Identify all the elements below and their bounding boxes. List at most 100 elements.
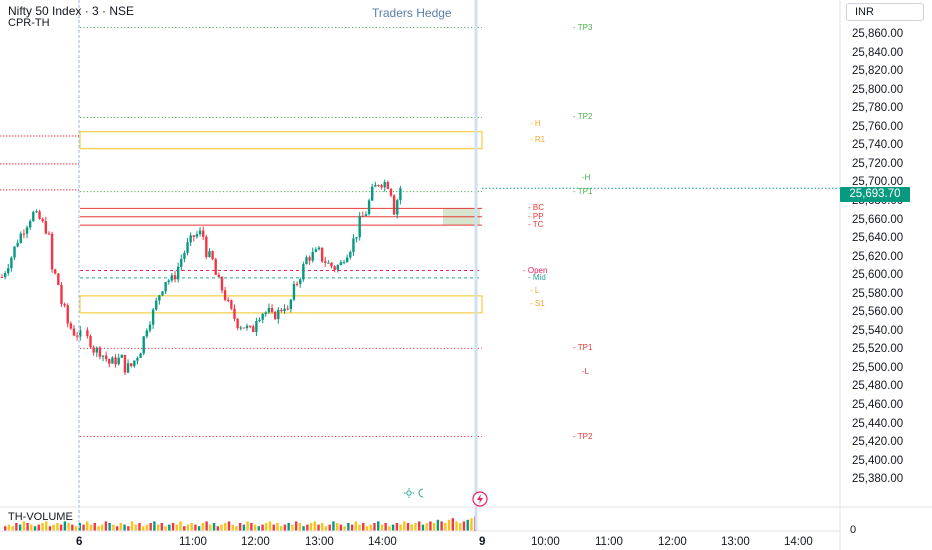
candle-body: [273, 311, 277, 320]
y-tick-label: 25,580.00: [852, 287, 904, 300]
y-tick-label: 25,820.00: [852, 65, 904, 78]
candle-body: [245, 325, 249, 329]
candle-body: [195, 234, 199, 237]
volume-bar: [220, 524, 223, 531]
candle-body: [155, 300, 158, 310]
candle-body: [98, 347, 102, 357]
volume-bar: [369, 524, 372, 531]
candle-body: [345, 257, 349, 263]
volume-bar: [238, 523, 242, 531]
candle-body: [380, 185, 383, 188]
volume-bar: [268, 521, 272, 531]
y-tick-label: 25,400.00: [852, 454, 904, 467]
volume-bar: [466, 519, 469, 531]
volume-bar: [347, 523, 350, 531]
volume-bar: [309, 523, 313, 531]
volume-bar: [261, 524, 264, 531]
volume-bar: [231, 524, 234, 531]
y-tick-label: 25,720.00: [852, 157, 904, 170]
currency-selector[interactable]: INR: [846, 3, 924, 21]
volume-bar: [52, 524, 55, 531]
candle-body: [324, 261, 327, 263]
y-tick-label: 25,740.00: [852, 139, 904, 152]
volume-bar: [373, 523, 376, 531]
volume-bar: [470, 518, 473, 531]
candle-body: [211, 251, 214, 260]
volume-bar: [354, 521, 358, 531]
volume-bar: [45, 521, 48, 531]
y-tick-label: 25,440.00: [852, 417, 904, 430]
candle-body: [286, 308, 289, 310]
volume-indicator-label: TH-VOLUME: [8, 511, 73, 523]
candle-body: [25, 227, 29, 234]
y-tick-label: 25,860.00: [852, 28, 904, 40]
volume-bar: [18, 524, 22, 531]
candle-body: [236, 318, 239, 328]
candle-body: [280, 309, 283, 312]
candle-body: [72, 328, 76, 336]
volume-bar: [108, 523, 111, 531]
candle-body: [371, 186, 374, 201]
volume-bar: [138, 523, 141, 531]
volume-bar: [444, 523, 447, 531]
level-label-l: -L: [582, 366, 590, 376]
volume-bar: [59, 524, 63, 531]
level-label-tp3: - TP3: [573, 22, 593, 32]
volume-bar: [313, 521, 316, 531]
volume-bar: [287, 523, 290, 531]
volume-bar: [30, 524, 33, 531]
volume-bar: [127, 526, 130, 531]
candle-body: [305, 257, 308, 265]
candle-body: [101, 355, 105, 357]
candle-body: [292, 283, 296, 300]
volume-bar: [175, 524, 178, 531]
volume-bar: [403, 521, 406, 531]
volume-bar: [41, 523, 44, 531]
volume-bar: [440, 521, 443, 531]
volume-bar: [164, 526, 167, 531]
candle-body: [32, 212, 35, 222]
candle-body: [267, 307, 271, 313]
volume-bar: [418, 521, 421, 531]
candle-body: [10, 257, 13, 269]
volume-bar: [168, 524, 171, 531]
volume-bar: [272, 524, 275, 531]
candle-body: [79, 330, 82, 337]
candle-body: [117, 357, 120, 365]
candle-body: [277, 309, 280, 320]
candle-body: [95, 347, 98, 353]
volume-bar: [112, 524, 115, 531]
volume-bars: [4, 516, 477, 531]
volume-bar: [395, 523, 399, 531]
y-tick-label: 25,760.00: [852, 120, 904, 133]
volume-bar: [212, 523, 216, 531]
lightning-icon[interactable]: [472, 491, 488, 507]
candle-body: [314, 249, 318, 252]
level-label-tp1: - TP1: [573, 343, 593, 353]
candle-body: [123, 354, 127, 373]
volume-bar: [250, 523, 253, 531]
candle-body: [261, 313, 264, 320]
candle-body: [38, 211, 41, 219]
candle-body: [104, 355, 108, 360]
y-tick-label: 25,600.00: [852, 269, 904, 282]
volume-bar: [362, 523, 365, 531]
level-label-open: - Open: [523, 265, 548, 275]
volume-bar: [294, 521, 298, 531]
volume-bar: [93, 523, 96, 531]
candle-body: [264, 312, 267, 314]
level-label-tp1: - TP1: [573, 186, 593, 196]
volume-bar: [321, 523, 324, 531]
volume-bar: [302, 526, 305, 531]
candle-body: [148, 324, 152, 331]
volume-bar: [56, 523, 59, 531]
candle-body: [339, 262, 343, 266]
candle-body: [161, 291, 164, 296]
volume-bar: [380, 524, 384, 531]
candle-body: [13, 246, 16, 258]
volume-bar: [149, 523, 152, 531]
volume-bar: [171, 523, 175, 531]
candle-body: [89, 335, 92, 348]
candle-body: [270, 307, 274, 312]
